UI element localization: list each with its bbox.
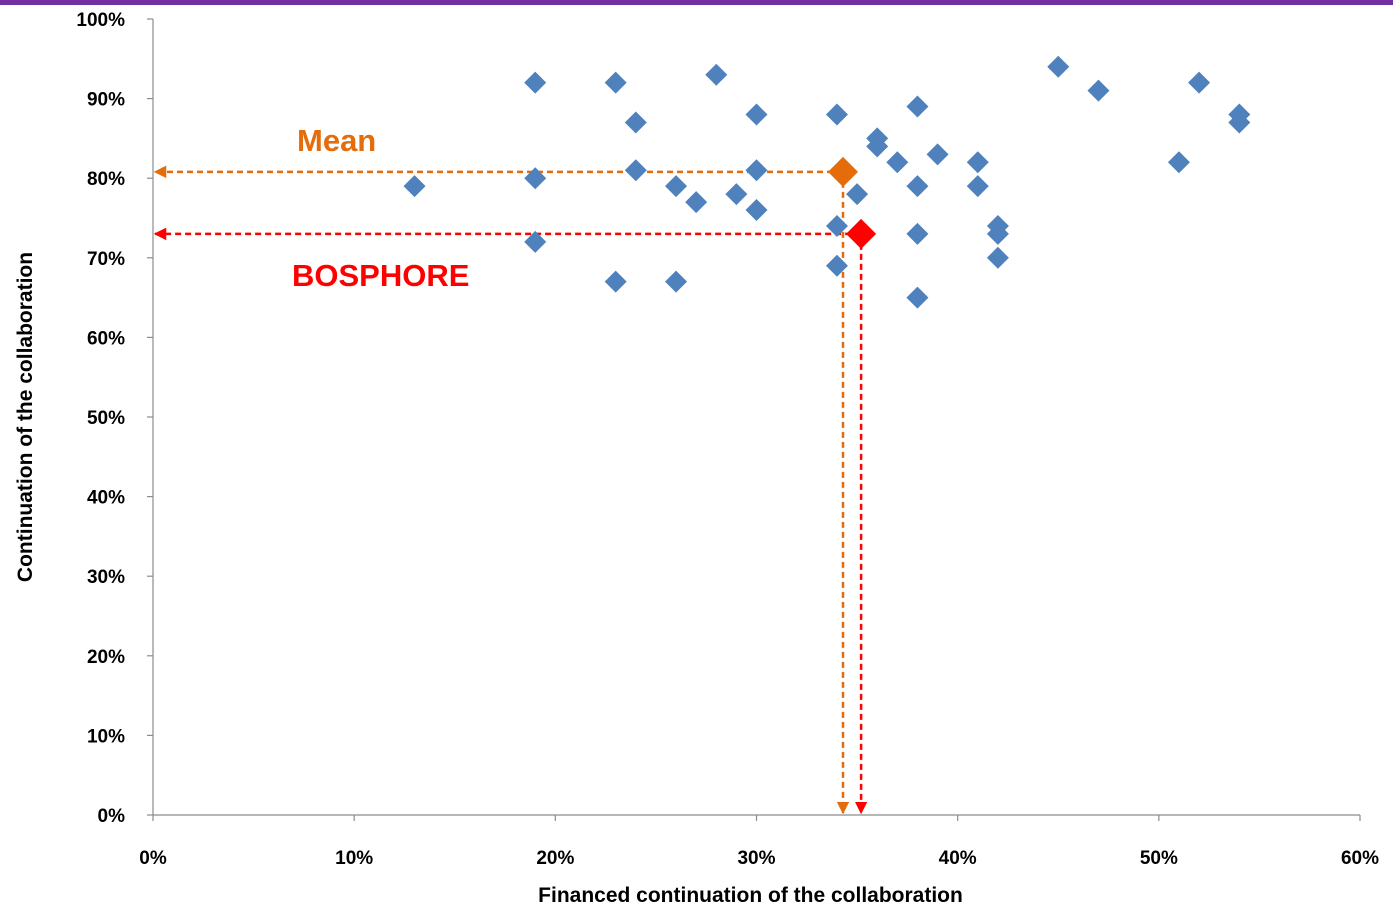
annotation-mean: Mean	[297, 123, 376, 158]
data-point	[846, 183, 869, 206]
y-tick-label: 20%	[87, 647, 125, 668]
y-tick-label: 60%	[87, 328, 125, 349]
highlight-point	[846, 218, 877, 249]
data-point	[624, 111, 647, 134]
data-point	[524, 167, 547, 190]
y-tick-label: 40%	[87, 488, 125, 509]
data-point	[986, 246, 1009, 269]
x-tick-label: 20%	[536, 848, 574, 869]
data-point	[825, 214, 848, 237]
data-point	[524, 71, 547, 94]
data-point	[685, 191, 708, 214]
data-point	[906, 286, 929, 309]
data-point	[825, 254, 848, 277]
data-point	[1228, 111, 1251, 134]
x-tick-label: 40%	[939, 848, 977, 869]
data-point	[1087, 79, 1110, 102]
x-tick-label: 10%	[335, 848, 373, 869]
x-tick-label: 30%	[737, 848, 775, 869]
data-point	[906, 222, 929, 245]
annotation-bosphore: BOSPHORE	[292, 258, 469, 293]
data-point	[524, 230, 547, 253]
data-point	[1188, 71, 1211, 94]
data-point	[403, 175, 426, 198]
x-tick-label: 50%	[1140, 848, 1178, 869]
data-point	[886, 151, 909, 174]
data-point	[665, 175, 688, 198]
y-tick-label: 0%	[98, 806, 126, 827]
y-tick-label: 100%	[76, 10, 125, 31]
data-point	[906, 95, 929, 118]
data-point	[825, 103, 848, 126]
x-axis-title: Financed continuation of the collaborati…	[538, 884, 963, 907]
y-axis-title: Continuation of the collaboration	[14, 252, 37, 582]
data-point	[745, 103, 768, 126]
x-tick-label: 60%	[1341, 848, 1379, 869]
data-point	[725, 183, 748, 206]
data-point	[705, 63, 728, 86]
data-point	[1167, 151, 1190, 174]
data-point	[986, 222, 1009, 245]
y-tick-label: 80%	[87, 169, 125, 190]
data-point	[665, 270, 688, 293]
data-point	[926, 143, 949, 166]
y-tick-label: 30%	[87, 567, 125, 588]
data-point	[1047, 55, 1070, 78]
top-accent-bar	[0, 0, 1393, 5]
data-point	[604, 71, 627, 94]
data-point	[906, 175, 929, 198]
data-point	[745, 159, 768, 182]
data-point	[745, 199, 768, 222]
y-tick-label: 90%	[87, 90, 125, 111]
data-point	[966, 151, 989, 174]
y-tick-label: 10%	[87, 726, 125, 747]
y-tick-label: 70%	[87, 249, 125, 270]
data-point	[624, 159, 647, 182]
highlight-point	[828, 156, 859, 187]
y-tick-label: 50%	[87, 408, 125, 429]
data-point	[866, 135, 889, 158]
data-point	[604, 270, 627, 293]
x-tick-label: 0%	[139, 848, 167, 869]
data-point	[966, 175, 989, 198]
